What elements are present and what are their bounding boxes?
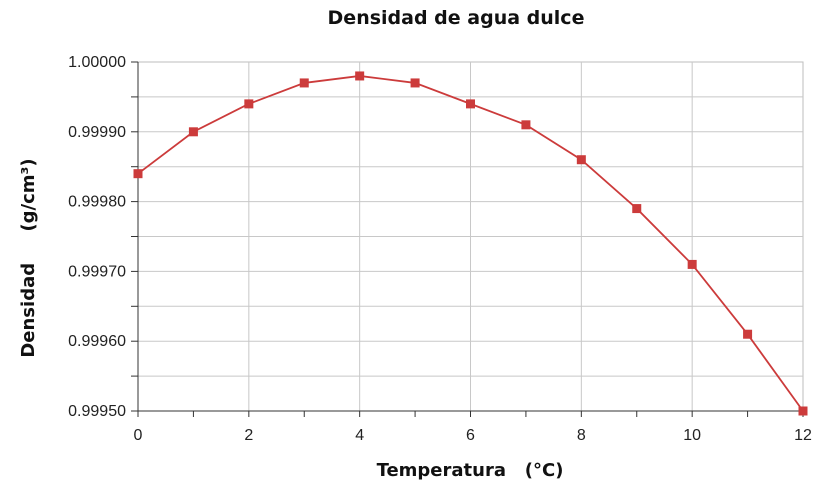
data-point [244,99,254,109]
x-tick-label: 6 [466,427,475,444]
data-point [687,259,697,269]
x-tick-label: 4 [355,427,364,444]
axes: 0.99950 0.99960 0.99970 0.99980 0.99990 1.000… [68,54,812,444]
y-tick-label: 0.99980 [68,194,126,211]
x-tick-label: 10 [683,427,701,444]
x-tick-label: 8 [577,427,586,444]
data-point [466,99,475,109]
grid [137,61,804,412]
data-point [188,127,198,137]
x-tick-label: 0 [134,427,143,444]
chart-title: Densidad de agua dulce [328,7,585,29]
data-point [798,406,808,416]
y-tick-label: 0.99990 [68,124,126,141]
data-point [743,329,753,339]
y-tick-label: 0.99950 [68,403,126,420]
data-point [632,204,642,214]
data-point [133,169,143,179]
data-point [410,78,420,88]
data-point [355,71,365,81]
y-axis-label: Densidad (g/cm³) [18,158,39,357]
x-tick-label: 12 [794,427,812,444]
series [133,71,808,416]
y-tick-label: 0.99960 [68,333,126,350]
y-tick-label: 1.00000 [68,54,126,71]
y-tick-label: 0.99970 [68,263,126,280]
x-tick-label: 2 [244,427,253,444]
data-point [521,120,531,130]
x-axis-label: Temperatura (°C) [377,460,564,481]
data-point [299,78,309,88]
data-point [576,155,586,165]
